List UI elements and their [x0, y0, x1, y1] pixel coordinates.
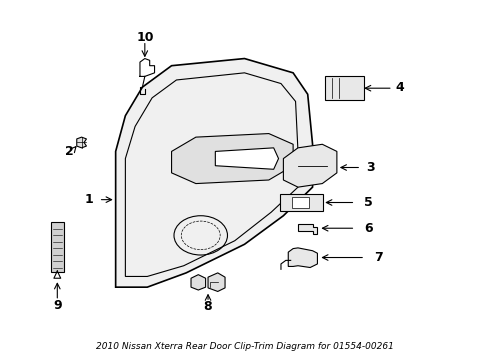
- FancyBboxPatch shape: [51, 222, 64, 272]
- Polygon shape: [287, 248, 317, 267]
- FancyBboxPatch shape: [291, 197, 308, 208]
- PathPatch shape: [116, 59, 312, 287]
- PathPatch shape: [283, 144, 336, 187]
- Polygon shape: [297, 224, 317, 234]
- Text: 2: 2: [65, 145, 74, 158]
- Text: 8: 8: [203, 300, 212, 313]
- FancyBboxPatch shape: [280, 194, 323, 211]
- FancyBboxPatch shape: [324, 76, 363, 100]
- Text: 5: 5: [364, 196, 372, 209]
- Text: 7: 7: [373, 251, 382, 264]
- Text: 3: 3: [366, 161, 374, 174]
- Polygon shape: [207, 273, 224, 292]
- Polygon shape: [77, 137, 86, 148]
- PathPatch shape: [171, 134, 292, 184]
- Text: 1: 1: [84, 193, 93, 206]
- Text: 10: 10: [136, 31, 153, 44]
- Text: 2010 Nissan Xterra Rear Door Clip-Trim Diagram for 01554-00261: 2010 Nissan Xterra Rear Door Clip-Trim D…: [95, 342, 393, 351]
- Text: 4: 4: [395, 81, 404, 94]
- Polygon shape: [191, 275, 205, 290]
- Text: 9: 9: [53, 298, 61, 311]
- PathPatch shape: [215, 148, 278, 169]
- Text: 6: 6: [364, 222, 372, 235]
